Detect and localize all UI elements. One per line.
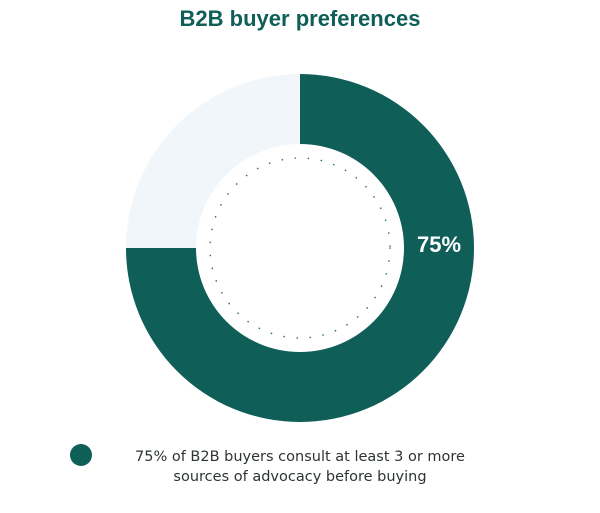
slice-data-label-0: 75%: [417, 232, 461, 257]
legend: 75% of B2B buyers consult at least 3 or …: [70, 444, 540, 492]
donut-chart: 75%: [126, 74, 474, 422]
donut-slices: [126, 74, 474, 422]
inner-dotted-ring: [209, 157, 391, 339]
chart-title: B2B buyer preferences: [179, 6, 421, 31]
legend-label: 75% of B2B buyers consult at least 3 or …: [135, 449, 465, 485]
donut-slice-0: [126, 74, 474, 422]
legend-marker: [70, 444, 92, 466]
donut-slice-1: [126, 74, 300, 248]
slice-labels: 75%: [417, 232, 461, 257]
